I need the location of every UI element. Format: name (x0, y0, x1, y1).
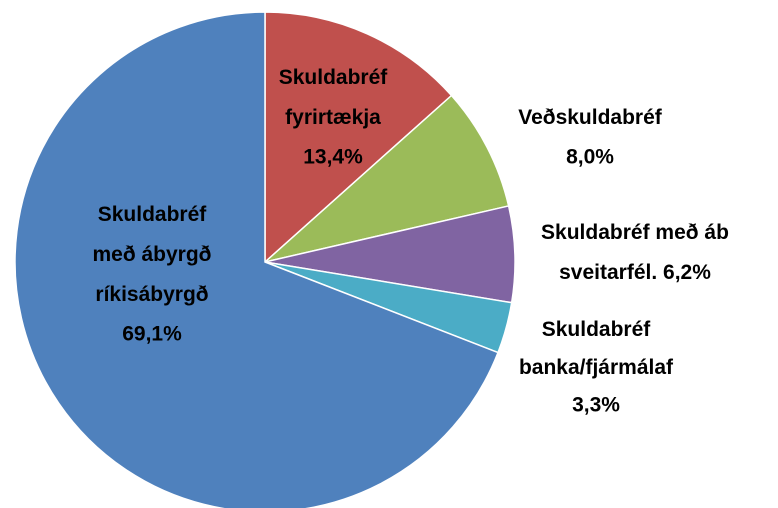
category-label: ríkisábyrgð (95, 283, 208, 306)
slice-label: Skuldabréf (98, 203, 208, 226)
category-label: Skuldabréf (98, 203, 208, 226)
slice-label: Skuldabréf með áb (541, 221, 729, 244)
category-label: fyrirtækja (285, 106, 381, 129)
slice-label: Skuldabréf (542, 318, 652, 341)
slice-label: Veðskuldabréf (518, 106, 663, 129)
category-label: Skuldabréf með áb (541, 221, 729, 244)
slice-label: sveitarfél. 6,2% (559, 261, 711, 284)
slice-label: ríkisábyrgð (95, 283, 208, 306)
value-label: 3,3% (572, 394, 620, 417)
category-label: Skuldabréf (279, 66, 389, 89)
slice-label: fyrirtækja (285, 106, 381, 129)
value-label: 13,4% (303, 146, 363, 169)
slice-label: banka/fjármálaf (519, 356, 674, 379)
category-label: sveitarfél. (559, 261, 657, 284)
pie-slice (264, 11, 453, 264)
category-label: Veðskuldabréf (518, 106, 663, 129)
value-label: 69,1% (122, 323, 182, 346)
pie-slice (14, 11, 499, 508)
category-label: banka/fjármálaf (519, 356, 674, 379)
category-label: Skuldabréf (542, 318, 652, 341)
slice-label: með ábyrgð (92, 243, 211, 266)
category-label: með ábyrgð (92, 243, 211, 266)
pie-slice (264, 94, 510, 263)
value-label: 8,0% (566, 146, 614, 169)
slice-label: Skuldabréf (279, 66, 389, 89)
value-label: 6,2% (663, 261, 711, 284)
